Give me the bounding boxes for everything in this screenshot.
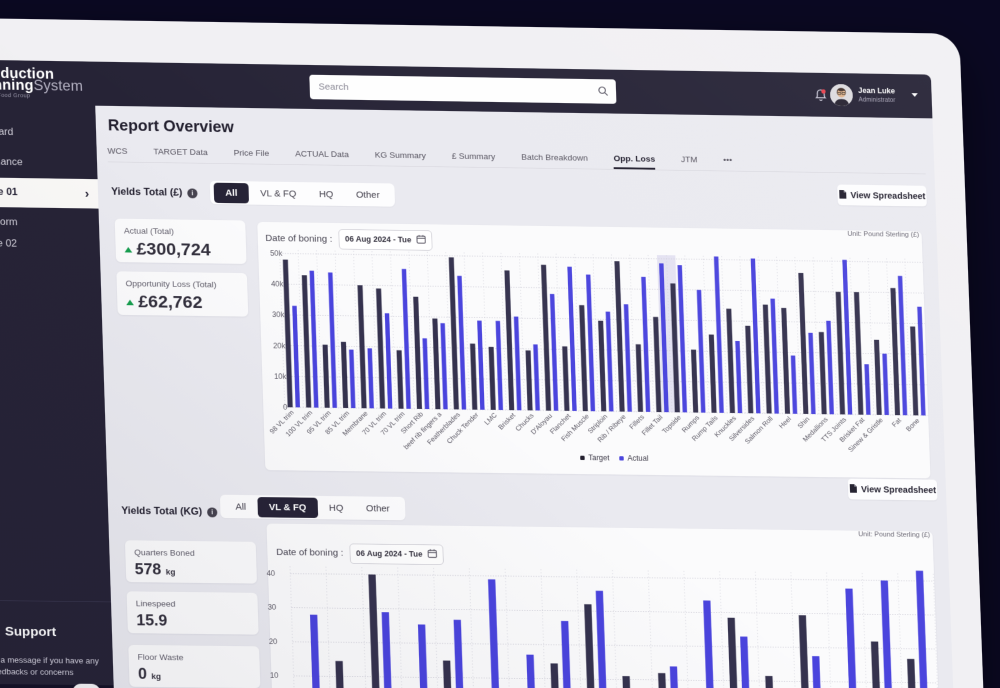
- svg-text:20: 20: [269, 637, 278, 646]
- svg-text:40: 40: [266, 569, 275, 578]
- svg-text:30: 30: [268, 603, 277, 612]
- svg-text:Fillets: Fillets: [629, 413, 647, 431]
- svg-text:30k: 30k: [272, 310, 285, 319]
- svg-text:0: 0: [283, 403, 288, 412]
- svg-text:10k: 10k: [274, 372, 287, 381]
- svg-text:10: 10: [270, 671, 279, 680]
- svg-text:LMC: LMC: [484, 412, 499, 427]
- svg-text:Heel: Heel: [778, 415, 793, 430]
- svg-text:Target: Target: [588, 453, 610, 462]
- svg-text:40k: 40k: [271, 280, 284, 289]
- svg-text:Fillet Tail: Fillet Tail: [641, 414, 665, 437]
- svg-text:Featherblades: Featherblades: [426, 411, 462, 446]
- svg-text:Bone: Bone: [905, 417, 921, 433]
- svg-text:50k: 50k: [270, 249, 283, 258]
- svg-text:Sinew & Gristle: Sinew & Gristle: [847, 417, 884, 454]
- svg-text:Topside: Topside: [661, 414, 683, 435]
- svg-text:20k: 20k: [273, 341, 286, 350]
- svg-text:Actual: Actual: [627, 454, 649, 463]
- svg-text:Fat: Fat: [891, 417, 903, 429]
- svg-text:Shin: Shin: [797, 416, 812, 430]
